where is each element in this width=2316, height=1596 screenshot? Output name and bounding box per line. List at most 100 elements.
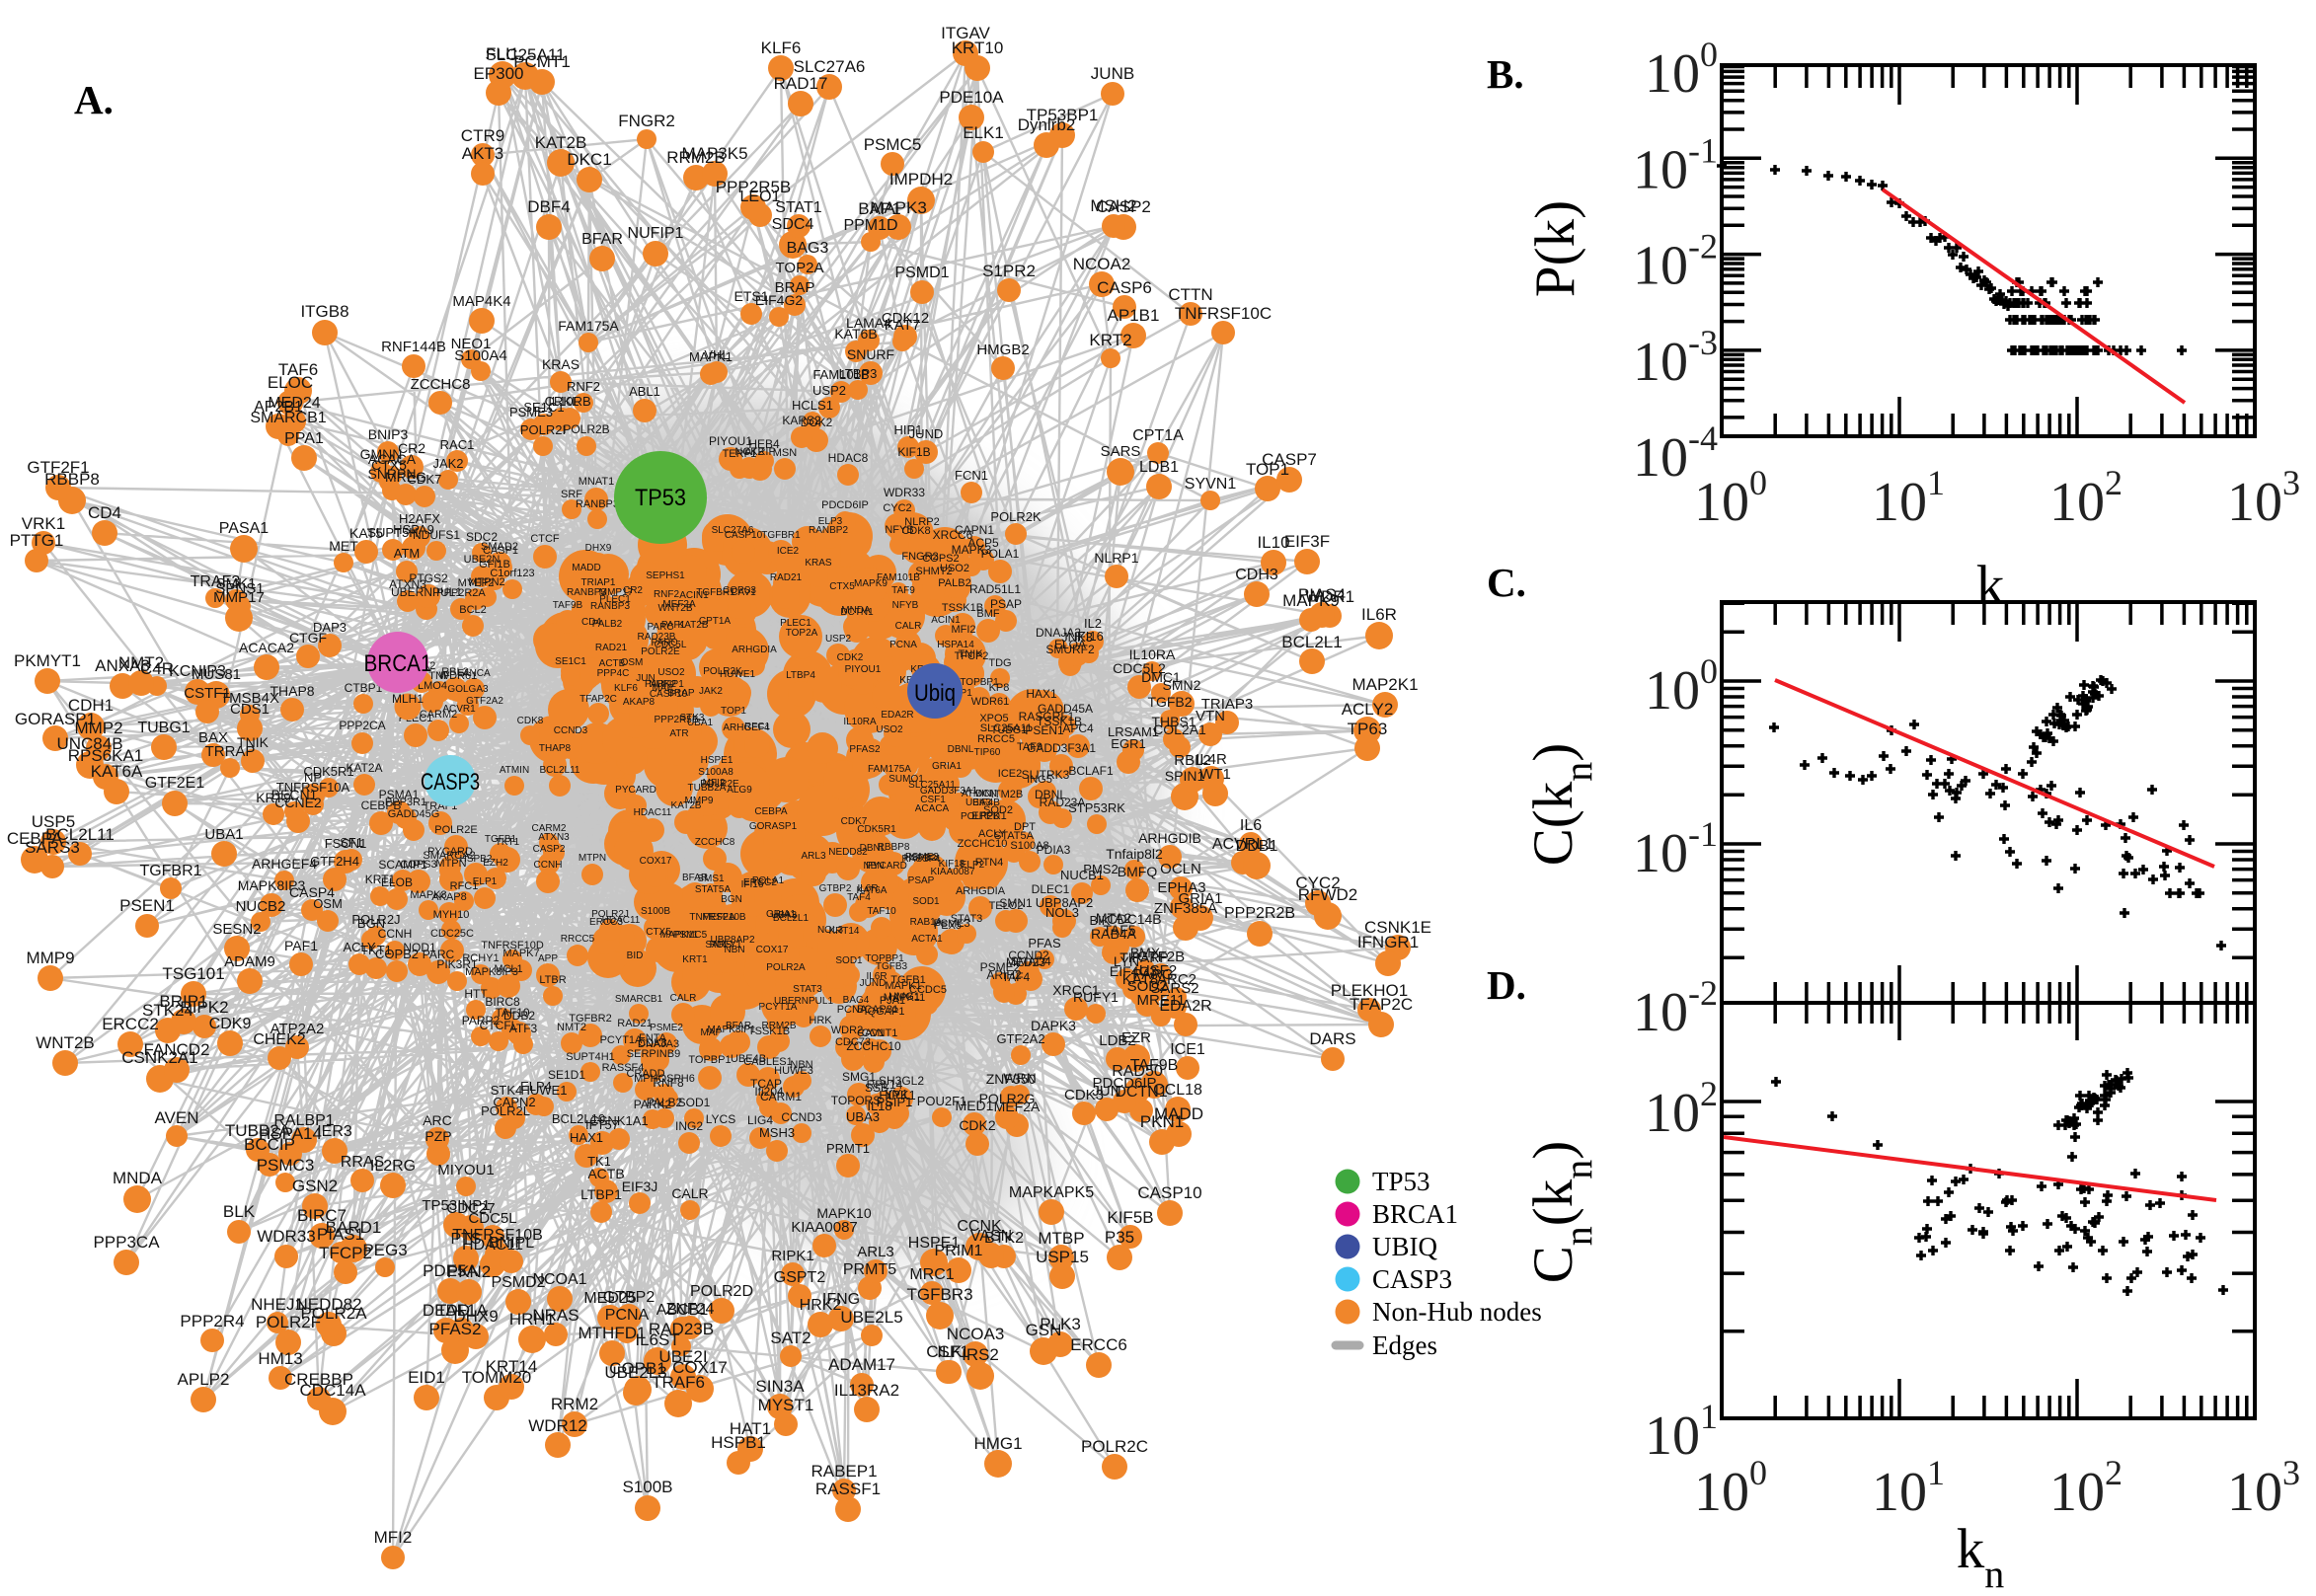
svg-text:IFNGR1: IFNGR1: [1357, 933, 1419, 951]
svg-text:FLI1: FLI1: [486, 44, 519, 63]
svg-text:ACLY: ACLY: [344, 940, 376, 954]
svg-text:CDC25C: CDC25C: [430, 928, 474, 940]
svg-text:MAPK1: MAPK1: [885, 980, 921, 992]
svg-text:NBN: NBN: [724, 945, 744, 955]
svg-text:TUBG1: TUBG1: [991, 724, 1028, 736]
svg-text:KIF1B: KIF1B: [897, 445, 930, 459]
svg-text:SOD1: SOD1: [678, 1096, 711, 1109]
svg-text:GTF2B: GTF2B: [1137, 949, 1185, 965]
svg-text:USO2: USO2: [940, 563, 969, 574]
svg-text:DOK2: DOK2: [801, 416, 833, 429]
svg-text:PZP: PZP: [425, 1128, 451, 1144]
svg-text:HRH1: HRH1: [509, 1310, 555, 1329]
svg-text:USP15: USP15: [1036, 1248, 1089, 1266]
svg-text:CTBP1: CTBP1: [345, 681, 383, 695]
svg-text:ING5: ING5: [1027, 774, 1052, 786]
svg-text:RANBP3: RANBP3: [576, 498, 619, 510]
svg-text:EGR1: EGR1: [1111, 736, 1145, 751]
svg-text:SLC25A11: SLC25A11: [486, 45, 566, 64]
svg-text:BNIP3: BNIP3: [368, 426, 409, 442]
svg-text:KRT9: KRT9: [256, 790, 291, 805]
svg-text:CAV1: CAV1: [857, 1027, 885, 1039]
svg-text:SLC27A6: SLC27A6: [794, 57, 866, 76]
svg-text:CARM1: CARM1: [760, 1090, 802, 1103]
svg-text:ARL3: ARL3: [857, 1244, 894, 1260]
svg-text:IL10RA: IL10RA: [1129, 646, 1176, 662]
svg-text:PSMD1: PSMD1: [894, 265, 949, 281]
svg-text:TRAF6: TRAF6: [652, 1373, 705, 1392]
svg-text:LAMA4: LAMA4: [846, 315, 891, 331]
svg-text:PPP2CA: PPP2CA: [339, 719, 385, 732]
svg-text:GADD45G: GADD45G: [388, 808, 440, 820]
svg-text:CCL18: CCL18: [1153, 1082, 1202, 1099]
svg-text:UBP8AP2: UBP8AP2: [1036, 895, 1094, 910]
svg-text:COPB1: COPB1: [609, 1359, 666, 1378]
svg-text:EIF4G3: EIF4G3: [1110, 963, 1157, 979]
svg-text:NUCB2: NUCB2: [236, 898, 286, 915]
svg-text:PALB2: PALB2: [592, 619, 623, 630]
svg-text:ICE2: ICE2: [777, 546, 800, 557]
svg-text:TOP2A: TOP2A: [786, 628, 818, 639]
svg-text:HMGB2: HMGB2: [976, 342, 1029, 358]
svg-text:MSH3: MSH3: [759, 1125, 795, 1140]
svg-text:CR2: CR2: [623, 585, 643, 596]
svg-text:CCNK: CCNK: [957, 1218, 1002, 1235]
svg-text:CASP1: CASP1: [483, 545, 518, 557]
svg-text:ZCCHC10: ZCCHC10: [958, 838, 1008, 850]
svg-text:CSNK1A1: CSNK1A1: [589, 1113, 648, 1128]
svg-text:CDC14A: CDC14A: [299, 1381, 366, 1400]
svg-text:PSMD2: PSMD2: [491, 1274, 545, 1291]
svg-text:BAX: BAX: [198, 729, 228, 746]
svg-text:CDK7: CDK7: [841, 816, 868, 827]
svg-text:TCAP: TCAP: [750, 1077, 782, 1091]
svg-text:RAD23A: RAD23A: [1040, 796, 1086, 809]
svg-text:PMS2: PMS2: [1083, 862, 1118, 876]
svg-text:UBA1: UBA1: [687, 718, 714, 728]
svg-text:TP53: TP53: [635, 485, 686, 511]
svg-text:PASA1: PASA1: [219, 520, 270, 537]
svg-text:SPNS1: SPNS1: [215, 580, 264, 597]
svg-text:HSPA14: HSPA14: [937, 640, 974, 650]
svg-text:KAT7: KAT7: [885, 317, 920, 334]
svg-text:CDC27: CDC27: [446, 1200, 495, 1217]
svg-text:CCNT1: CCNT1: [862, 1027, 898, 1039]
svg-text:POLR2K: POLR2K: [990, 509, 1042, 524]
svg-text:PSMA1: PSMA1: [379, 788, 420, 801]
svg-text:HEB4: HEB4: [748, 437, 780, 451]
svg-text:SHMT2: SHMT2: [915, 566, 952, 577]
svg-text:ICE2: ICE2: [998, 768, 1022, 780]
svg-text:MAPK8IP3: MAPK8IP3: [465, 966, 518, 978]
svg-text:ATMIN: ATMIN: [962, 789, 991, 799]
svg-text:ARC2: ARC2: [1157, 971, 1197, 988]
svg-text:CDH3: CDH3: [1235, 567, 1278, 583]
svg-text:DBNL: DBNL: [860, 843, 887, 854]
svg-text:MADD: MADD: [1154, 1104, 1203, 1123]
svg-text:SARS2: SARS2: [1150, 980, 1198, 997]
svg-text:BNIPL: BNIPL: [489, 1235, 534, 1252]
svg-text:BCL2L11: BCL2L11: [45, 825, 115, 844]
svg-text:PPP2R2B: PPP2R2B: [1224, 905, 1295, 922]
svg-text:Dynlrb2: Dynlrb2: [1018, 115, 1076, 134]
svg-text:AVEN: AVEN: [154, 1108, 198, 1127]
svg-text:S100A8: S100A8: [1010, 840, 1048, 852]
svg-text:SARS3: SARS3: [25, 838, 80, 857]
svg-text:PYCARD: PYCARD: [866, 861, 907, 872]
svg-text:CAPN2: CAPN2: [493, 1095, 535, 1109]
svg-text:ATMIN: ATMIN: [500, 765, 529, 776]
svg-text:HSPA9: HSPA9: [393, 522, 434, 537]
svg-text:SDC4: SDC4: [772, 216, 814, 233]
svg-text:Ubiq: Ubiq: [914, 680, 956, 707]
svg-text:SMARCA2: SMARCA2: [423, 850, 475, 862]
svg-text:UBE2I: UBE2I: [658, 1347, 707, 1366]
svg-text:TFAP2C: TFAP2C: [1350, 995, 1413, 1014]
svg-text:TAF4: TAF4: [847, 892, 871, 903]
svg-text:ERCC6: ERCC6: [1070, 1335, 1127, 1354]
svg-text:RRM2B: RRM2B: [666, 148, 726, 167]
svg-text:WDR33: WDR33: [257, 1227, 316, 1246]
svg-text:ACACA: ACACA: [915, 803, 950, 814]
svg-text:HDAC11: HDAC11: [602, 915, 641, 926]
svg-text:TAF6: TAF6: [278, 360, 318, 379]
svg-text:TRAF3: TRAF3: [191, 573, 241, 590]
svg-text:MNDA: MNDA: [841, 605, 871, 616]
svg-text:BCL2L11: BCL2L11: [540, 765, 580, 776]
